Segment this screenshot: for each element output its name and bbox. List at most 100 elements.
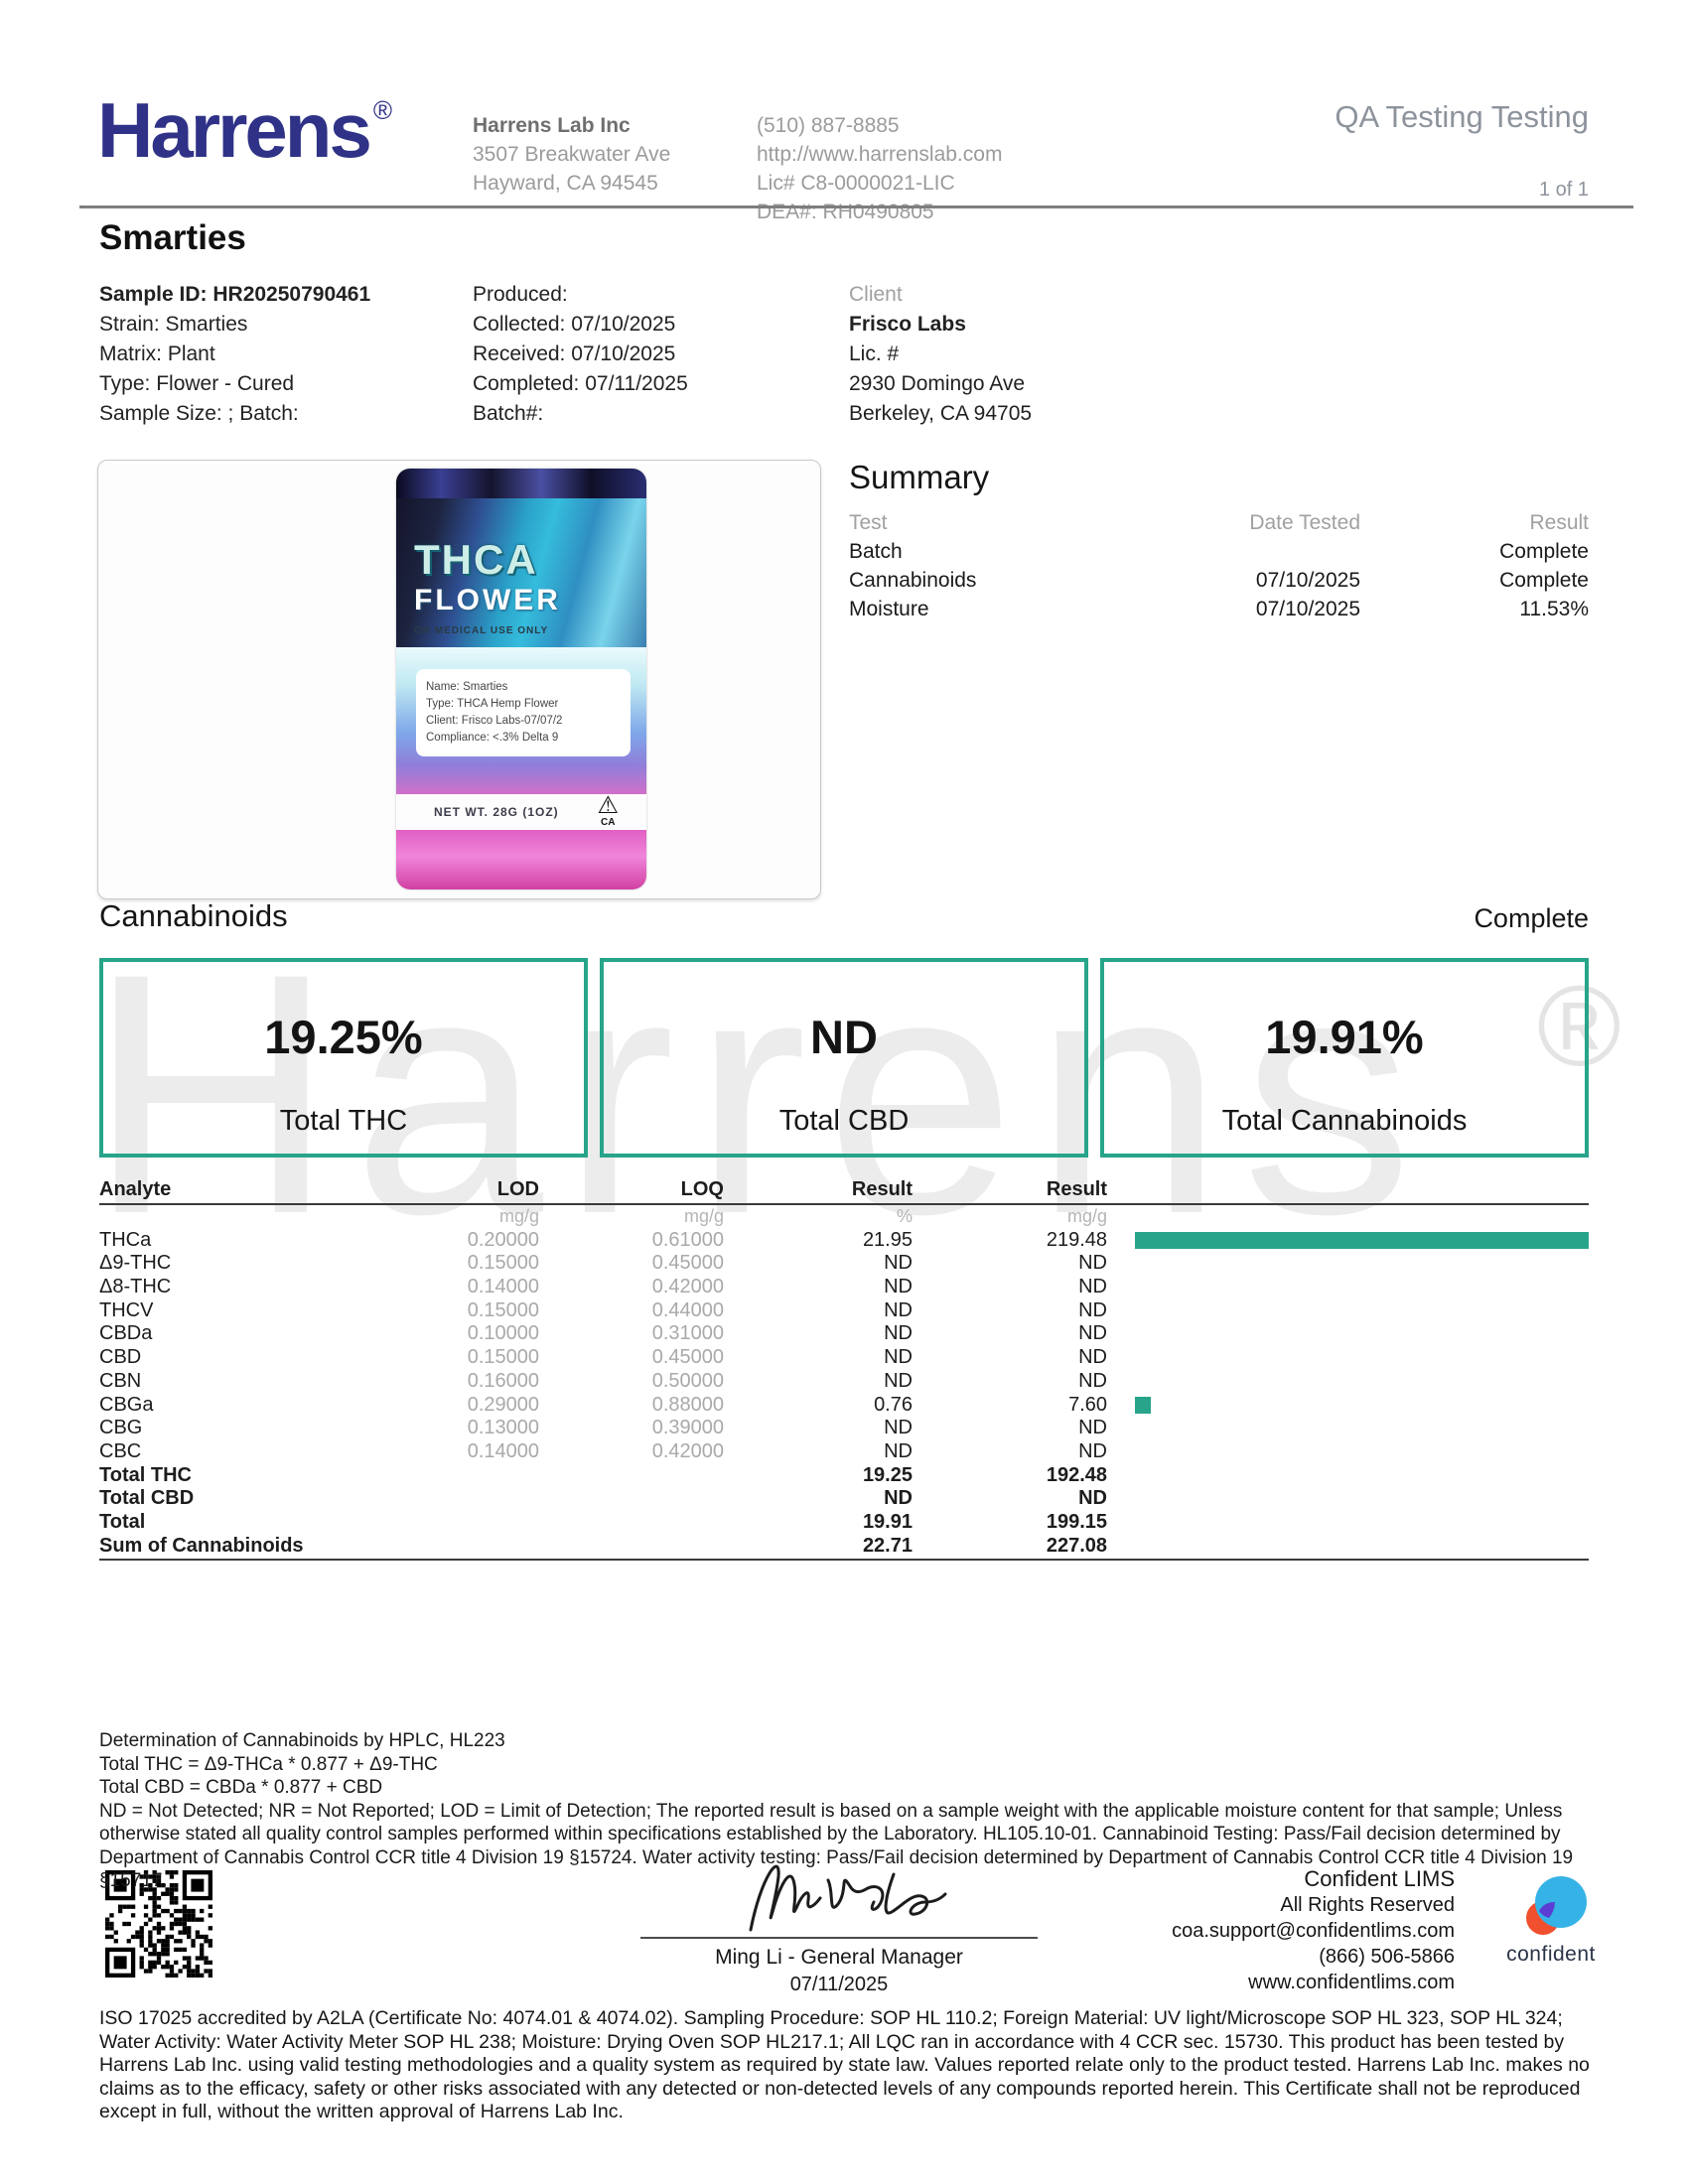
collected-date: Collected: 07/10/2025: [473, 313, 676, 336]
lab-website: http://www.harrenslab.com: [757, 143, 1003, 166]
lims-website: www.confidentlims.com: [1248, 1972, 1455, 1993]
table-row: CBDa 0.10000 0.31000 ND ND: [99, 1322, 1107, 1345]
bag-label-type: Type: THCA Hemp Flower: [426, 698, 559, 710]
signature-image: [749, 1864, 947, 1932]
confident-logo: confident: [1491, 1874, 1611, 1967]
client-address-1: 2930 Domingo Ave: [849, 372, 1026, 395]
summary-row-moisture: Moisture 07/10/2025 11.53%: [849, 598, 1589, 620]
bag-info-label: Name: Smarties Type: THCA Hemp Flower Cl…: [416, 669, 631, 756]
table-row: Δ8-THC 0.14000 0.42000 ND ND: [99, 1276, 1107, 1298]
total-cbd-label: Total CBD: [778, 1105, 910, 1137]
summary-col-date: Date Tested: [1249, 511, 1360, 534]
signature-line: [640, 1937, 1038, 1939]
registered-mark: ®: [372, 95, 392, 125]
client-license: Lic. #: [849, 342, 900, 365]
table-bottom-divider: [99, 1559, 1589, 1562]
lims-contact-block: Confident LIMS All Rights Reserved coa.s…: [1172, 1866, 1455, 1995]
sample-type: Type: Flower - Cured: [99, 372, 295, 395]
summary-col-result: Result: [1529, 511, 1589, 534]
report-meta: QA Testing Testing 1 of 1: [1335, 99, 1589, 202]
total-cbd-value: ND: [810, 1011, 878, 1063]
cannabinoids-title: Cannabinoids: [99, 898, 288, 933]
footer-disclaimer: ISO 17025 accredited by A2LA (Certificat…: [99, 2007, 1590, 2122]
sample-id: Sample ID: HR20250790461: [99, 283, 371, 306]
cannabinoid-totals: 19.25% Total THC ND Total CBD 19.91% Tot…: [99, 958, 1589, 1158]
analyte-units-row: mg/g mg/g % mg/g: [498, 1206, 1107, 1226]
summary-row-batch: Batch Complete: [849, 540, 1589, 563]
bag-label-compliance: Compliance: <.3% Delta 9: [426, 732, 559, 744]
lab-name: Harrens Lab Inc: [473, 114, 631, 137]
sample-info-left: Sample ID: HR20250790461 Strain: Smartie…: [99, 280, 370, 429]
sample-matrix: Matrix: Plant: [99, 342, 215, 365]
bag-weight-band: NET WT. 28G (1OZ) ⚠ CA: [396, 794, 646, 830]
bag-bottom-foil: [396, 830, 646, 889]
client-name: Frisco Labs: [849, 313, 966, 336]
sample-strain: Strain: Smarties: [99, 313, 248, 336]
lab-license: Lic# C8-0000021-LIC: [757, 172, 955, 195]
bag-label-area: Name: Smarties Type: THCA Hemp Flower Cl…: [396, 647, 646, 794]
total-cbd-row: Total CBD ND ND: [99, 1487, 1107, 1510]
table-row: CBG 0.13000 0.39000 ND ND: [99, 1417, 1107, 1439]
client-address-2: Berkeley, CA 94705: [849, 402, 1033, 425]
confident-logo-icon: [1526, 1876, 1587, 1935]
result-bar: [1135, 1232, 1589, 1250]
produced-date: Produced:: [473, 283, 568, 306]
total-cannabinoids-value: 19.91%: [1265, 1011, 1424, 1063]
bag-label-name: Name: Smarties: [426, 681, 508, 693]
total-thc-box: 19.25% Total THC: [99, 958, 588, 1158]
cannabinoids-header: Cannabinoids Complete: [99, 898, 1589, 934]
note-method: Determination of Cannabinoids by HPLC, H…: [99, 1730, 505, 1751]
cannabinoids-status: Complete: [1474, 903, 1589, 933]
logo-text: Harrens: [97, 86, 372, 174]
lab-address-1: 3507 Breakwater Ave: [473, 143, 671, 166]
received-date: Received: 07/10/2025: [473, 342, 676, 365]
total-thc-row: Total THC 19.25 192.48: [99, 1463, 1107, 1486]
lims-email: coa.support@confidentlims.com: [1172, 1920, 1455, 1942]
note-total-thc-formula: Total THC = Δ9-THCa * 0.877 + Δ9-THC: [99, 1753, 438, 1775]
harrens-watermark: Harrens: [87, 903, 1432, 1286]
bag-medical-use-text: OR MEDICAL USE ONLY: [414, 625, 549, 636]
lab-address-2: Hayward, CA 94545: [473, 172, 658, 195]
table-row: CBD 0.15000 0.45000 ND ND: [99, 1346, 1107, 1369]
bag-net-weight: NET WT. 28G (1OZ): [434, 805, 559, 819]
ca-badge-text: CA: [601, 817, 616, 828]
note-definitions: ND = Not Detected; NR = Not Reported; LO…: [99, 1800, 1574, 1892]
analyte-header-row: Analyte LOD LOQ Result Result: [99, 1177, 1589, 1205]
page-number: 1 of 1: [1538, 179, 1589, 201]
summary-header-row: Test Date Tested Result: [849, 508, 1589, 537]
table-row: THCa 0.20000 0.61000 21.95 219.48: [99, 1229, 1589, 1253]
bag-brand-flower: FLOWER: [414, 584, 561, 616]
sample-info-dates: Produced: Collected: 07/10/2025 Received…: [473, 280, 688, 429]
watermark-registered-mark: ®: [1537, 963, 1621, 1090]
bag-artwork: THCA FLOWER OR MEDICAL USE ONLY: [396, 498, 646, 647]
signature-date: 07/11/2025: [789, 1974, 889, 1995]
report-type: QA Testing Testing: [1335, 99, 1589, 134]
bag-label-client: Client: Frisco Labs-07/07/2: [426, 715, 563, 727]
methodology-notes: Determination of Cannabinoids by HPLC, H…: [99, 1729, 1594, 1893]
bag-brand-thca: THCA: [414, 536, 538, 583]
lims-phone: (866) 506-5866: [1319, 1946, 1455, 1968]
sample-size-batch: Sample Size: ; Batch:: [99, 402, 299, 425]
lab-phone: (510) 887-8885: [757, 114, 900, 137]
lims-name: Confident LIMS: [1304, 1866, 1455, 1891]
lab-dea: DEA#: RH0490805: [757, 201, 934, 223]
page-title: Smarties: [99, 218, 246, 257]
table-row: CBGa 0.29000 0.88000 0.76 7.60: [99, 1394, 1589, 1418]
table-row: CBN 0.16000 0.50000 ND ND: [99, 1369, 1107, 1392]
bag-zipper: [396, 469, 646, 498]
total-cannabinoids-box: 19.91% Total Cannabinoids: [1100, 958, 1589, 1158]
summary-title: Summary: [849, 459, 990, 495]
lab-contact: (510) 887-8885 http://www.harrenslab.com…: [757, 111, 1002, 226]
confident-wordmark: confident: [1506, 1943, 1596, 1966]
summary-row-cannabinoids: Cannabinoids 07/10/2025 Complete: [849, 569, 1589, 592]
completed-date: Completed: 07/11/2025: [473, 372, 688, 395]
header-divider: [79, 205, 1633, 208]
total-row: Total 19.91 199.15: [99, 1510, 1107, 1533]
note-total-cbd-formula: Total CBD = CBDa * 0.877 + CBD: [99, 1777, 383, 1798]
product-bag-image: THCA FLOWER OR MEDICAL USE ONLY Name: Sm…: [396, 469, 646, 889]
total-thc-label: Total THC: [279, 1105, 408, 1137]
sum-of-cannabinoids-row: Sum of Cannabinoids 22.71 227.08: [99, 1534, 1107, 1557]
product-photo-card: THCA FLOWER OR MEDICAL USE ONLY Name: Sm…: [97, 460, 821, 899]
harrens-logo: Harrens ®: [97, 91, 392, 169]
